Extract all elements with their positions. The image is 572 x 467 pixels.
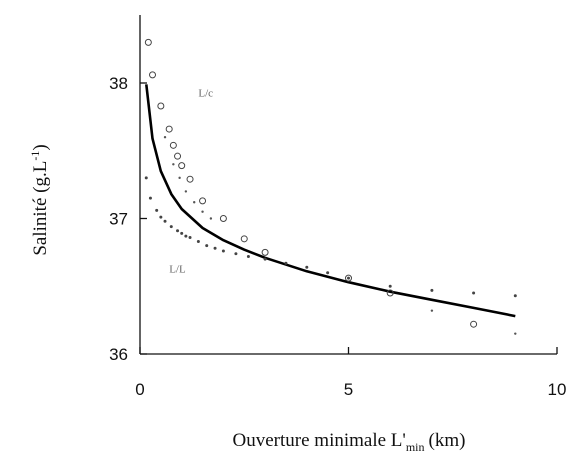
data-point-dot xyxy=(221,249,225,253)
data-point-circle xyxy=(165,125,173,133)
data-point-dot xyxy=(169,225,173,229)
x-tick-label: 5 xyxy=(344,380,353,399)
data-point-dot xyxy=(176,229,180,233)
y-axis-title-sup: -1 xyxy=(28,151,42,161)
data-point-circle xyxy=(149,71,157,79)
data-point-dot xyxy=(144,176,148,180)
data-point-circle xyxy=(199,197,207,205)
data-point-dot xyxy=(184,234,188,238)
data-point-circle xyxy=(144,38,152,46)
data-point-circle xyxy=(178,162,186,170)
y-tick-label: 37 xyxy=(109,210,128,229)
x-axis-title-unit: (km) xyxy=(429,430,466,451)
x-tick-label: 10 xyxy=(548,380,567,399)
data-point-dot xyxy=(155,208,159,212)
y-axis-title-close: ) xyxy=(30,144,51,150)
data-point-dot xyxy=(213,246,217,250)
data-point-circle xyxy=(261,248,269,256)
data-point-small-dot xyxy=(184,190,188,193)
data-point-dot xyxy=(326,271,330,275)
data-point-small-dot xyxy=(178,176,181,180)
data-point-circle xyxy=(470,320,478,328)
data-point-dot xyxy=(347,276,350,280)
data-point-dot xyxy=(263,257,267,261)
data-point-small-dot xyxy=(430,309,434,312)
series-tag-label: L/c xyxy=(198,88,213,100)
plot-area xyxy=(144,38,517,335)
data-point-circle xyxy=(386,289,394,297)
data-point-dot xyxy=(205,244,209,248)
x-axis-title-main: Ouverture minimale L' xyxy=(233,430,406,451)
data-point-small-dot xyxy=(201,210,204,213)
data-point-dot xyxy=(148,196,152,200)
x-axis-title: Ouverture minimale L'min (km) xyxy=(233,430,466,454)
data-point-circle xyxy=(345,274,352,282)
x-tick-label: 0 xyxy=(135,380,144,399)
data-point-circle xyxy=(240,235,248,243)
data-point-dot xyxy=(163,219,167,223)
data-point-circle xyxy=(174,152,182,160)
data-point-dot xyxy=(388,284,392,288)
series-tags: L/c L/L xyxy=(169,88,213,276)
data-point-circle xyxy=(219,215,227,222)
data-point-dot xyxy=(305,265,309,269)
data-point-small-dot xyxy=(172,163,175,166)
y-tick-label: 38 xyxy=(109,74,128,93)
data-point-small-dot xyxy=(163,136,167,139)
data-point-dot xyxy=(196,240,200,244)
y-axis-ticks: 36 37 38 xyxy=(109,74,147,364)
data-point-circle xyxy=(157,102,165,110)
y-tick-label: 36 xyxy=(109,345,128,364)
data-point-dot xyxy=(513,294,517,298)
data-point-circle xyxy=(169,141,177,149)
data-point-small-dot xyxy=(514,332,517,335)
series-tag-label: L/L xyxy=(169,264,186,276)
data-point-dot xyxy=(284,261,288,265)
data-point-dot xyxy=(246,254,250,258)
data-point-dot xyxy=(234,252,238,256)
data-point-dot xyxy=(430,288,434,292)
data-point-small-dot xyxy=(209,217,213,220)
data-point-dot xyxy=(180,231,184,235)
data-point-dot xyxy=(472,291,476,295)
x-axis-ticks: 0 5 10 xyxy=(135,347,566,399)
fitted-curve xyxy=(145,84,516,318)
y-axis-title: Salinité (g.L-1) xyxy=(28,144,51,255)
data-point-small-dot xyxy=(193,201,196,204)
data-point-dot xyxy=(188,235,192,239)
x-axis-title-sub: min xyxy=(406,440,425,454)
data-point-dot xyxy=(159,215,163,219)
data-point-circle xyxy=(186,175,194,183)
y-axis-title-main: Salinité (g.L xyxy=(30,161,51,256)
